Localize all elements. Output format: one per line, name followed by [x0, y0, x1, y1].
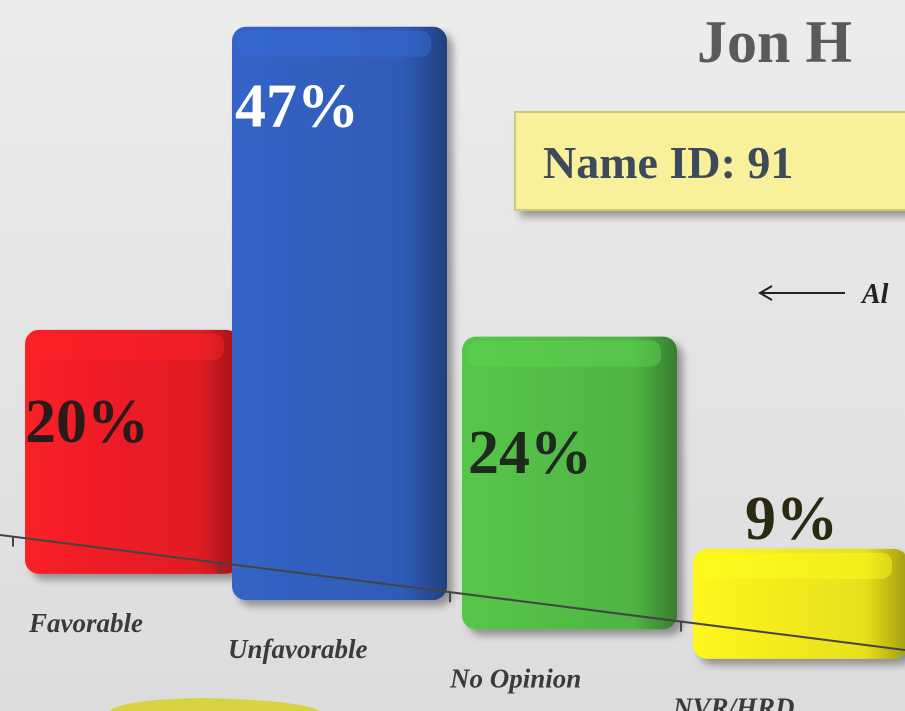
baseline — [0, 534, 905, 651]
decor-shape — [110, 698, 320, 711]
bars — [25, 26, 905, 659]
bar — [232, 26, 447, 601]
bar — [462, 336, 677, 630]
x-tick-label: Favorable — [28, 608, 143, 638]
x-tick-label: No Opinion — [449, 663, 581, 693]
subtitle-box — [514, 111, 905, 211]
bar-top — [468, 340, 661, 367]
bar — [25, 329, 240, 574]
subtitle: Name ID: 91 — [543, 137, 793, 188]
annotation: Al — [860, 279, 889, 310]
chart-title: Jon H — [697, 9, 852, 75]
x-tick-label: NVR/HRD — [672, 693, 795, 711]
arrow-head — [758, 285, 773, 301]
value-label: 20% — [25, 388, 149, 456]
value-label: 47% — [235, 73, 359, 141]
bar-top — [699, 552, 892, 579]
bar — [693, 548, 905, 659]
value-label: 9% — [745, 485, 838, 553]
bar-top — [31, 333, 224, 360]
value-label: 24% — [468, 419, 592, 487]
x-tick-label: Unfavorable — [228, 634, 367, 664]
bar-top — [238, 30, 431, 57]
